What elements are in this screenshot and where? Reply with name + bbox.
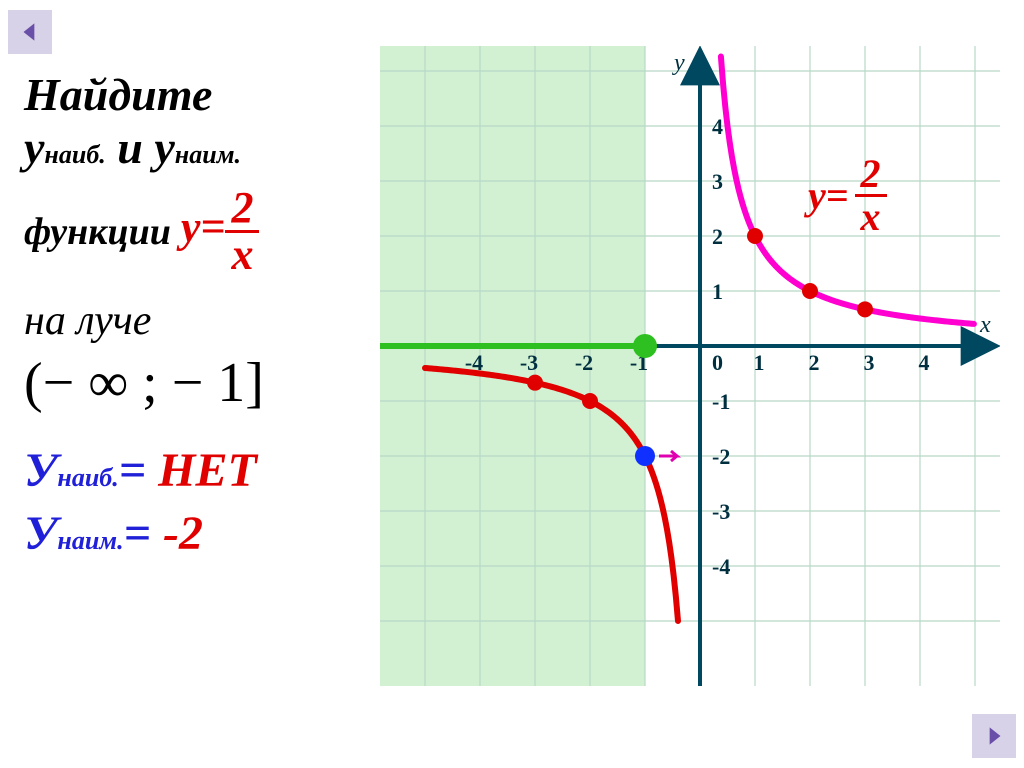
ans2-eq: = bbox=[124, 507, 151, 560]
answer-max: Унаиб.= НЕТ bbox=[24, 443, 364, 498]
svg-text:-3: -3 bbox=[520, 350, 538, 375]
svg-text:-2: -2 bbox=[712, 444, 730, 469]
ans2-val: -2 bbox=[163, 507, 203, 560]
func-eq: у= bbox=[181, 203, 226, 252]
svg-text:4: 4 bbox=[712, 114, 723, 139]
chart-area: -4-3-2-112340-4-3-2-11234ху у=2х bbox=[380, 46, 1000, 686]
ans1-sub: наиб. bbox=[57, 463, 118, 492]
and-y: и у bbox=[117, 122, 175, 173]
function-word: функции bbox=[24, 210, 171, 254]
answers-block: Унаиб.= НЕТ Унаим.= -2 bbox=[24, 443, 364, 561]
svg-text:1: 1 bbox=[712, 279, 723, 304]
svg-text:х: х bbox=[979, 312, 991, 338]
next-button[interactable] bbox=[972, 714, 1016, 758]
graph-func-den: х bbox=[855, 197, 887, 237]
svg-text:2: 2 bbox=[809, 350, 820, 375]
task-text: Найдите унаиб. и унаим. функции у=2х на … bbox=[24, 68, 364, 569]
svg-text:-4: -4 bbox=[712, 554, 730, 579]
ans2-y: У bbox=[24, 507, 57, 560]
svg-text:1: 1 bbox=[754, 350, 765, 375]
graph-function-label: у=2х bbox=[808, 154, 887, 237]
y-var-1: у bbox=[24, 122, 44, 173]
graph-func-num: 2 bbox=[855, 154, 887, 197]
func-numer: 2 bbox=[225, 186, 259, 233]
task-line2: унаиб. и унаим. bbox=[24, 121, 364, 174]
graph-func-prefix: у= bbox=[808, 172, 849, 219]
sub-naim: наим. bbox=[175, 140, 241, 169]
ans1-eq: = bbox=[119, 444, 146, 497]
task-function-line: функции у=2х bbox=[24, 186, 364, 277]
svg-text:-1: -1 bbox=[712, 389, 730, 414]
svg-text:-2: -2 bbox=[575, 350, 593, 375]
svg-text:0: 0 bbox=[712, 350, 723, 375]
svg-text:-3: -3 bbox=[712, 499, 730, 524]
task-line1: Найдите bbox=[24, 68, 364, 121]
interval-text: (− ∞ ; − 1] bbox=[24, 351, 364, 415]
func-denom: х bbox=[225, 233, 259, 277]
svg-text:у: у bbox=[672, 50, 685, 76]
ans1-val: НЕТ bbox=[158, 444, 257, 497]
chart-svg: -4-3-2-112340-4-3-2-11234ху bbox=[380, 46, 1000, 686]
svg-text:3: 3 bbox=[864, 350, 875, 375]
ray-label: на луче bbox=[24, 297, 364, 345]
sub-naib: наиб. bbox=[44, 140, 105, 169]
svg-text:2: 2 bbox=[712, 224, 723, 249]
prev-button[interactable] bbox=[8, 10, 52, 54]
ans1-y: У bbox=[24, 444, 57, 497]
ans2-sub: наим. bbox=[57, 526, 123, 555]
svg-text:4: 4 bbox=[919, 350, 930, 375]
answer-min: Унаим.= -2 bbox=[24, 506, 364, 561]
svg-text:3: 3 bbox=[712, 169, 723, 194]
